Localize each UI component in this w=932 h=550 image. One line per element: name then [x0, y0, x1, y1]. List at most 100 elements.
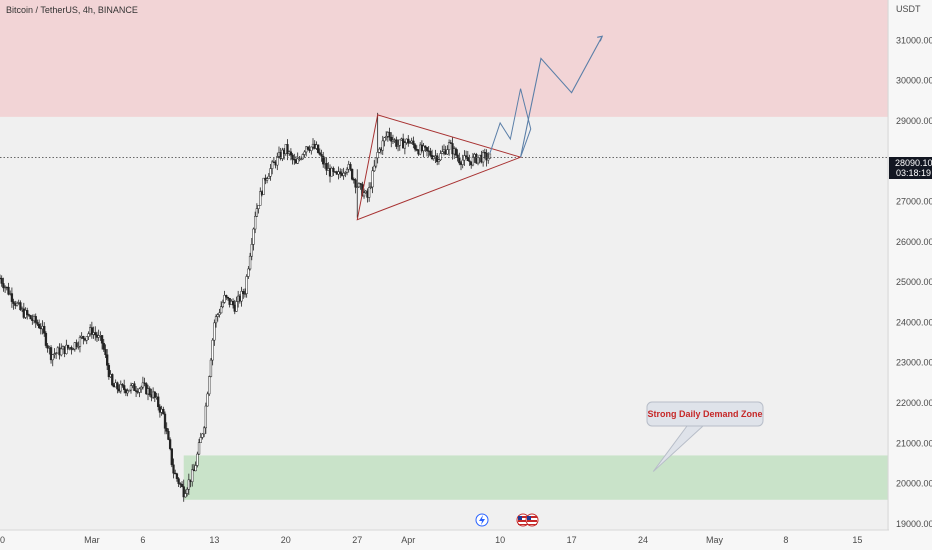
candle-body [10, 293, 14, 302]
price-tick-label: 22000.00 [896, 398, 932, 408]
candle-body [44, 333, 48, 346]
time-axis[interactable]: 20 Mar 6 13 20 27 Apr 10 17 24 May 8 15 [0, 529, 889, 550]
candle-body [376, 152, 379, 159]
candle-body [255, 208, 259, 217]
candle-body [191, 469, 194, 483]
candle-body [481, 152, 485, 163]
last-price-value: 28090.10 [895, 158, 932, 168]
candle-body [281, 149, 284, 159]
candle-body [185, 489, 189, 494]
currency-label: USDT [896, 4, 921, 14]
annotation-box [646, 401, 764, 427]
price-tick-label: 20000.00 [896, 479, 932, 489]
candle-body [34, 316, 37, 323]
candle-body [371, 170, 374, 188]
candle-body [37, 324, 41, 329]
candle-body [214, 316, 218, 324]
price-axis-background [889, 0, 932, 550]
candle-body [322, 155, 325, 165]
candle-body [247, 268, 250, 277]
candle-body [318, 152, 321, 155]
candle-body [133, 383, 136, 391]
candle-body [175, 473, 179, 479]
lightning-icon[interactable] [475, 513, 489, 527]
candle-body [119, 384, 122, 392]
candle-body [167, 431, 170, 440]
candle-body [362, 192, 366, 197]
candle-body [123, 385, 126, 390]
candle-body [29, 315, 32, 320]
triangle-pattern[interactable] [356, 114, 523, 221]
candle-body [65, 344, 68, 354]
candle-body [121, 384, 124, 386]
candle-body [476, 157, 480, 164]
event-icons[interactable] [475, 513, 539, 527]
candle-body [396, 145, 400, 147]
candle-body [437, 159, 441, 162]
candle-body [485, 152, 488, 161]
candle-body [316, 144, 320, 153]
candle-body [390, 136, 393, 142]
projection-path[interactable] [520, 36, 603, 158]
candle-body [449, 142, 452, 144]
candle-body [202, 427, 206, 435]
candle-body [240, 291, 243, 302]
candle-body [2, 283, 5, 289]
price-tick-label: 30000.00 [896, 76, 932, 86]
candle-body [356, 186, 359, 188]
time-tick-label: 15 [852, 535, 862, 545]
candle-body [425, 147, 429, 151]
us-flag-icon[interactable] [525, 513, 539, 527]
candle-body [325, 163, 328, 171]
annotation-label: Strong Daily Demand Zone [647, 409, 762, 419]
candles-layer [0, 112, 492, 502]
candle-body [447, 142, 451, 150]
candle-body [216, 314, 219, 317]
price-tick-label: 23000.00 [896, 358, 932, 368]
price-tick-label: 24000.00 [896, 317, 932, 327]
last-price-tag: 28090.10 03:18:19 [889, 157, 932, 179]
candle-body [184, 493, 187, 498]
candle-body [354, 179, 357, 188]
demand-zone [183, 455, 889, 500]
candle-body [429, 151, 432, 156]
candle-body [231, 301, 235, 306]
projection-wave-small[interactable] [489, 88, 532, 158]
price-tick-label: 25000.00 [896, 277, 932, 287]
candle-body [422, 145, 425, 151]
candle-body [271, 161, 274, 169]
price-tick-label: 19000.00 [896, 519, 932, 529]
price-axis[interactable]: USDT 19000.00 20000.00 21000.00 22000.00 230… [887, 0, 932, 550]
annotation-callout[interactable]: Strong Daily Demand Zone [646, 401, 764, 472]
candle-body [446, 149, 449, 155]
candle-body [15, 302, 19, 306]
time-tick-label: 20 [281, 535, 291, 545]
candle-body [407, 138, 410, 144]
candle-body [106, 354, 109, 366]
candle-body [111, 374, 114, 386]
candle-body [439, 153, 442, 161]
candle-body [461, 159, 464, 165]
candle-body [243, 293, 247, 295]
candle-body [196, 453, 199, 466]
candle-body [306, 146, 310, 150]
time-axis-background [0, 530, 889, 550]
candle-body [78, 337, 82, 347]
candle-body [339, 171, 342, 174]
candle-body [388, 132, 391, 138]
candle-body [70, 347, 73, 350]
candle-body [85, 336, 88, 341]
candle-body [140, 386, 143, 390]
candle-body [286, 144, 289, 155]
projection-arrowhead [597, 35, 604, 42]
candle-body [71, 348, 75, 351]
candle-body [299, 158, 303, 160]
us-flag-icon[interactable] [516, 513, 530, 527]
candle-body [219, 306, 223, 314]
price-tick-label: 29000.00 [896, 116, 932, 126]
candle-body [165, 428, 168, 432]
candle-body [138, 388, 141, 393]
candle-body [46, 345, 49, 349]
candle-body [424, 145, 427, 148]
